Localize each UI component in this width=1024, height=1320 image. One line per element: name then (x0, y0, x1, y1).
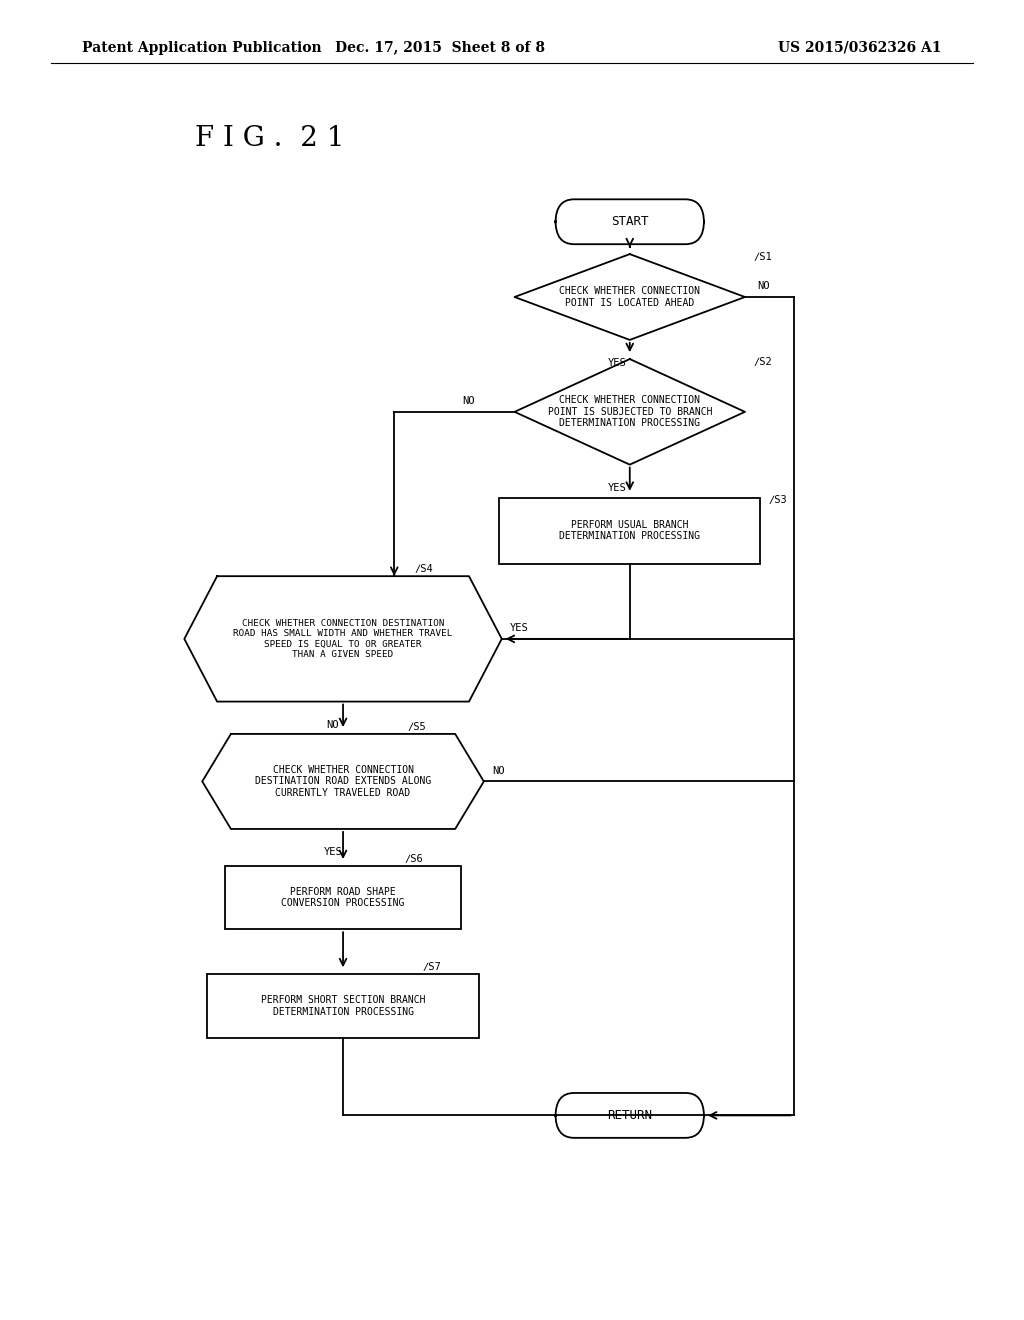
Polygon shape (184, 576, 502, 702)
Text: US 2015/0362326 A1: US 2015/0362326 A1 (778, 41, 942, 54)
Text: NO: NO (493, 766, 505, 776)
Text: START: START (611, 215, 648, 228)
Text: ∕S6: ∕S6 (404, 853, 423, 863)
FancyBboxPatch shape (555, 1093, 705, 1138)
Text: PERFORM USUAL BRANCH
DETERMINATION PROCESSING: PERFORM USUAL BRANCH DETERMINATION PROCE… (559, 520, 700, 541)
Text: CHECK WHETHER CONNECTION
POINT IS SUBJECTED TO BRANCH
DETERMINATION PROCESSING: CHECK WHETHER CONNECTION POINT IS SUBJEC… (548, 395, 712, 429)
Text: CHECK WHETHER CONNECTION DESTINATION
ROAD HAS SMALL WIDTH AND WHETHER TRAVEL
SPE: CHECK WHETHER CONNECTION DESTINATION ROA… (233, 619, 453, 659)
Text: Patent Application Publication: Patent Application Publication (82, 41, 322, 54)
Text: YES: YES (608, 358, 627, 368)
Text: NO: NO (462, 396, 475, 407)
Text: CHECK WHETHER CONNECTION
POINT IS LOCATED AHEAD: CHECK WHETHER CONNECTION POINT IS LOCATE… (559, 286, 700, 308)
Text: ∕S5: ∕S5 (408, 721, 426, 731)
Text: NO: NO (327, 721, 339, 730)
Text: YES: YES (608, 483, 627, 494)
Polygon shape (514, 359, 745, 465)
Text: F I G .  2 1: F I G . 2 1 (195, 125, 344, 152)
Text: CHECK WHETHER CONNECTION
DESTINATION ROAD EXTENDS ALONG
CURRENTLY TRAVELED ROAD: CHECK WHETHER CONNECTION DESTINATION ROA… (255, 764, 431, 799)
Text: PERFORM SHORT SECTION BRANCH
DETERMINATION PROCESSING: PERFORM SHORT SECTION BRANCH DETERMINATI… (261, 995, 425, 1016)
Text: ∕S7: ∕S7 (423, 961, 441, 972)
Text: ∕S1: ∕S1 (754, 251, 772, 261)
Bar (500, 498, 760, 564)
Text: YES: YES (510, 623, 528, 634)
FancyBboxPatch shape (555, 199, 705, 244)
Text: ∕S4: ∕S4 (415, 564, 433, 573)
Text: Dec. 17, 2015  Sheet 8 of 8: Dec. 17, 2015 Sheet 8 of 8 (335, 41, 546, 54)
Text: PERFORM ROAD SHAPE
CONVERSION PROCESSING: PERFORM ROAD SHAPE CONVERSION PROCESSING (282, 887, 404, 908)
Text: NO: NO (758, 281, 770, 292)
Text: YES: YES (324, 847, 342, 858)
Text: ∕S3: ∕S3 (768, 494, 787, 504)
Text: ∕S2: ∕S2 (754, 355, 772, 366)
Bar (207, 974, 479, 1038)
Text: RETURN: RETURN (607, 1109, 652, 1122)
Bar (225, 866, 461, 929)
Polygon shape (514, 253, 745, 339)
Polygon shape (203, 734, 484, 829)
